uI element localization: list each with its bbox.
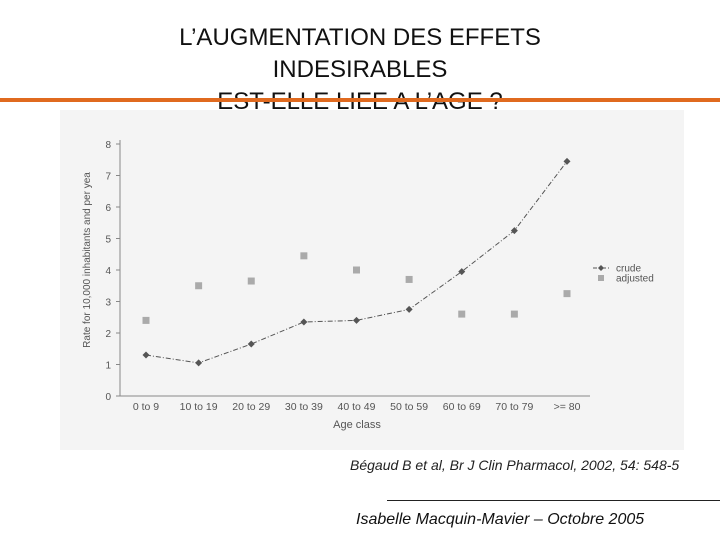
data-point-crude: [405, 305, 413, 313]
citation: Bégaud B et al, Br J Clin Pharmacol, 200…: [350, 457, 680, 473]
y-tick-label: 4: [105, 266, 111, 277]
y-tick-label: 3: [105, 298, 111, 309]
x-tick-label: 0 to 9: [133, 401, 159, 413]
data-point-adjusted: [563, 290, 571, 298]
x-tick-label: 50 to 59: [390, 401, 428, 413]
data-point-adjusted: [353, 266, 360, 274]
y-tick-label: 0: [105, 392, 111, 403]
series-line-crude: [145, 161, 568, 364]
data-point-adjusted: [405, 275, 413, 283]
data-point-adjusted: [510, 310, 518, 318]
data-point-crude: [510, 227, 518, 235]
chart-figure: 0 1 2 3 4 5 6 7 8 0 to 9 10 to 19 20 to 29 30 to 39…: [60, 110, 684, 450]
x-axis-label: Age class: [333, 419, 381, 431]
y-tick-label: 1: [105, 361, 111, 372]
data-point-crude: [300, 318, 308, 326]
title-divider: [0, 98, 720, 102]
x-tick-label: 70 to 79: [495, 401, 533, 413]
footer-rule: [387, 500, 720, 501]
x-tick-label: >= 80: [554, 401, 581, 413]
data-point-crude: [195, 359, 203, 367]
slide-title: L’AUGMENTATION DES EFFETS INDESIRABLES E…: [100, 22, 620, 118]
y-tick-labels: 0 1 2 3 4 5 6 7 8: [105, 140, 120, 403]
y-tick-label: 6: [105, 203, 111, 214]
legend-label-adjusted: adjusted: [616, 274, 654, 285]
y-tick-label: 7: [105, 172, 111, 183]
title-line-1: L’AUGMENTATION DES EFFETS: [179, 24, 541, 51]
legend-item-crude: crude: [593, 264, 641, 275]
data-point-crude: [563, 157, 571, 165]
legend-marker-crude: [598, 265, 604, 271]
y-tick-label: 5: [105, 235, 111, 246]
legend-marker-adjusted: [598, 275, 604, 281]
x-tick-label: 40 to 49: [338, 401, 376, 413]
data-point-crude: [353, 316, 360, 324]
data-point-adjusted: [300, 252, 308, 260]
x-tick-labels: 0 to 9 10 to 19 20 to 29 30 to 39 40 to 49 50…: [133, 401, 581, 413]
data-point-adjusted: [247, 277, 255, 285]
x-tick-label: 10 to 19: [180, 401, 218, 413]
series-crude: [142, 157, 571, 367]
title-line-2: INDESIRABLES: [272, 56, 448, 83]
x-tick-label: 20 to 29: [232, 401, 270, 413]
y-tick-label: 8: [105, 140, 111, 151]
x-tick-label: 60 to 69: [443, 401, 481, 413]
chart-axes: [119, 140, 590, 397]
data-point-crude: [247, 340, 255, 348]
series-adjusted: [142, 252, 571, 324]
chart-series: [142, 157, 571, 367]
data-point-adjusted: [458, 310, 466, 318]
y-tick-label: 2: [105, 329, 111, 340]
legend-item-adjusted: adjusted: [598, 274, 654, 285]
data-point-adjusted: [142, 316, 150, 324]
legend-label-crude: crude: [616, 264, 641, 275]
x-tick-label: 30 to 39: [285, 401, 323, 413]
line-chart: 0 1 2 3 4 5 6 7 8 0 to 9 10 to 19 20 to 29 30 to 39…: [82, 140, 654, 431]
data-point-adjusted: [195, 282, 203, 290]
data-point-crude: [458, 268, 466, 276]
data-point-crude: [142, 351, 150, 359]
y-axis-label: Rate for 10,000 inhabitants and per yea: [82, 172, 93, 348]
author-footer: Isabelle Macquin-Mavier – Octobre 2005: [356, 511, 645, 528]
